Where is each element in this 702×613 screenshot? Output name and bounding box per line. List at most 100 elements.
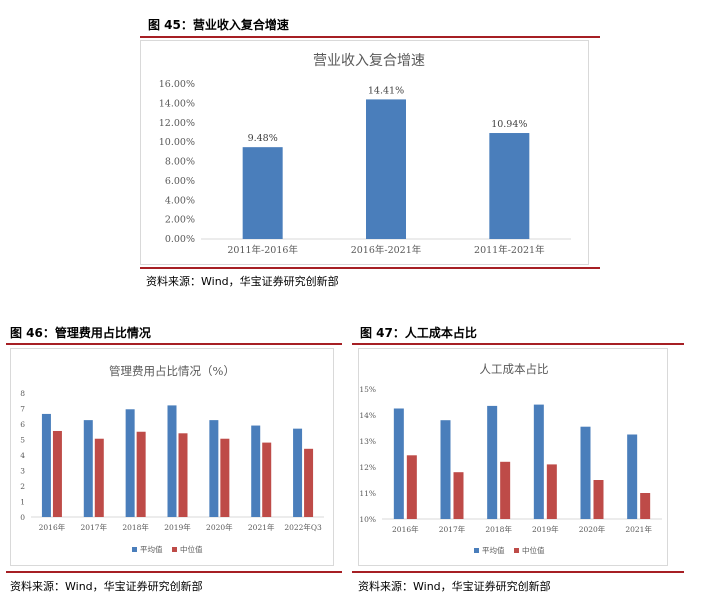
bar-value bbox=[489, 133, 530, 239]
bar-中位值 bbox=[406, 455, 417, 519]
y-tick-label: 5 bbox=[20, 436, 25, 445]
y-tick-label: 8 bbox=[20, 389, 25, 398]
x-tick-label: 2017年 bbox=[439, 524, 466, 534]
bar-平均值 bbox=[440, 420, 451, 519]
y-tick-label: 8.00% bbox=[165, 157, 195, 168]
y-tick-label: 10.00% bbox=[159, 137, 195, 148]
figure-47-chart-box: 人工成本占比 10% 11% 12% 13% 14% 15% 2016年 2017年 2018年 2… bbox=[358, 348, 668, 566]
figure-45-bottom-rule bbox=[140, 267, 600, 269]
y-tick-label: 4.00% bbox=[165, 195, 195, 206]
bar-平均值 bbox=[209, 420, 219, 517]
y-tick-label: 6.00% bbox=[165, 176, 195, 187]
bar-中位值 bbox=[500, 461, 511, 519]
y-tick-label: 10% bbox=[359, 515, 376, 524]
x-tick-label: 2022年Q3 bbox=[284, 522, 322, 532]
y-tick-label: 6 bbox=[20, 420, 25, 429]
legend-swatch bbox=[474, 548, 479, 553]
legend-label: 平均值 bbox=[140, 544, 163, 554]
bar-中位值 bbox=[593, 480, 604, 519]
bar-中位值 bbox=[262, 442, 272, 517]
bar-value bbox=[242, 147, 283, 239]
y-tick-label: 11% bbox=[359, 489, 376, 498]
figure-45-source: 资料来源：Wind，华宝证券研究创新部 bbox=[146, 275, 339, 288]
bar-平均值 bbox=[167, 405, 177, 517]
y-tick-label: 16.00% bbox=[159, 79, 195, 90]
bar-value bbox=[366, 99, 406, 239]
x-tick-label: 2016年 bbox=[392, 524, 419, 534]
figure-46-top-rule bbox=[6, 343, 342, 345]
x-tick-label: 2018年 bbox=[485, 524, 512, 534]
figure-47-caption: 图 47：人工成本占比 bbox=[360, 326, 477, 340]
x-tick-label: 2016年-2021年 bbox=[351, 244, 422, 256]
bar-中位值 bbox=[136, 431, 146, 517]
y-tick-label: 2 bbox=[20, 482, 25, 491]
bar-平均值 bbox=[125, 409, 135, 517]
y-tick-label: 2.00% bbox=[165, 215, 195, 226]
figure-45-caption: 图 45：营业收入复合增速 bbox=[148, 18, 289, 32]
y-tick-label: 4 bbox=[20, 451, 25, 460]
y-tick-label: 13% bbox=[359, 437, 376, 446]
y-tick-label: 3 bbox=[20, 467, 25, 476]
data-label: 14.41% bbox=[368, 85, 404, 96]
legend-swatch bbox=[132, 547, 137, 552]
figure-47-source: 资料来源：Wind，华宝证券研究创新部 bbox=[358, 580, 551, 593]
figure-45-chart-box: 营业收入复合增速 0.00% 2.00% 4.00% 6.00% 8.00% 10.00% 1… bbox=[140, 40, 589, 265]
x-tick-label: 2017年 bbox=[80, 522, 107, 532]
x-tick-label: 2011年-2021年 bbox=[474, 244, 545, 256]
x-tick-label: 2011年-2016年 bbox=[227, 244, 298, 256]
figure-47-chart: 人工成本占比 10% 11% 12% 13% 14% 15% 2016年 2017年 2018年 2… bbox=[359, 362, 662, 555]
x-tick-label: 2021年 bbox=[248, 522, 275, 532]
bar-平均值 bbox=[293, 428, 303, 517]
x-tick-label: 2019年 bbox=[532, 524, 559, 534]
bar-平均值 bbox=[41, 413, 51, 517]
bar-中位值 bbox=[304, 448, 314, 517]
bar-中位值 bbox=[178, 433, 188, 517]
bar-平均值 bbox=[580, 426, 591, 519]
legend-swatch bbox=[172, 547, 177, 552]
bar-中位值 bbox=[52, 430, 62, 517]
bar-平均值 bbox=[533, 404, 544, 519]
bar-中位值 bbox=[453, 472, 464, 519]
legend-swatch bbox=[514, 548, 519, 553]
x-tick-label: 2019年 bbox=[164, 522, 191, 532]
bar-中位值 bbox=[546, 464, 557, 519]
legend-label: 平均值 bbox=[482, 545, 505, 555]
figure-45-chart: 营业收入复合增速 0.00% 2.00% 4.00% 6.00% 8.00% 10.00% 1… bbox=[159, 52, 571, 256]
y-tick-label: 14.00% bbox=[159, 98, 195, 109]
bar-中位值 bbox=[640, 493, 651, 519]
figure-45-top-rule bbox=[140, 36, 600, 38]
figure-46-chart-box: 管理费用占比情况（%） 0 1 2 3 4 5 6 7 8 2016年 2017年 2018年 2019年… bbox=[10, 348, 334, 566]
bar-平均值 bbox=[627, 434, 638, 519]
y-tick-label: 1 bbox=[20, 498, 25, 507]
bar-中位值 bbox=[94, 438, 104, 517]
bar-平均值 bbox=[83, 420, 93, 517]
legend-label: 中位值 bbox=[522, 545, 545, 555]
legend-label: 中位值 bbox=[180, 544, 203, 554]
chart-title: 人工成本占比 bbox=[480, 362, 549, 376]
bar-中位值 bbox=[220, 438, 230, 517]
y-tick-label: 7 bbox=[20, 405, 25, 414]
figure-47-top-rule bbox=[352, 343, 684, 345]
y-tick-label: 15% bbox=[359, 385, 376, 394]
y-tick-label: 12.00% bbox=[159, 118, 195, 129]
y-tick-label: 14% bbox=[359, 411, 376, 420]
y-tick-label: 0 bbox=[20, 513, 25, 522]
bar-平均值 bbox=[251, 425, 261, 517]
x-tick-label: 2020年 bbox=[579, 524, 606, 534]
figure-46-caption: 图 46：管理费用占比情况 bbox=[10, 326, 151, 340]
figure-47-bottom-rule bbox=[352, 571, 684, 573]
x-tick-label: 2016年 bbox=[39, 522, 66, 532]
y-tick-label: 12% bbox=[359, 463, 376, 472]
chart-title: 管理费用占比情况（%） bbox=[109, 364, 235, 378]
x-tick-label: 2021年 bbox=[625, 524, 652, 534]
data-label: 9.48% bbox=[248, 133, 278, 144]
data-label: 10.94% bbox=[491, 119, 527, 130]
chart-title: 营业收入复合增速 bbox=[313, 52, 425, 69]
y-tick-label: 0.00% bbox=[165, 234, 195, 245]
figure-46-source: 资料来源：Wind，华宝证券研究创新部 bbox=[10, 580, 203, 593]
x-tick-label: 2020年 bbox=[206, 522, 233, 532]
figure-46-bottom-rule bbox=[6, 571, 342, 573]
bar-平均值 bbox=[487, 405, 498, 519]
bar-平均值 bbox=[393, 408, 404, 519]
figure-46-chart: 管理费用占比情况（%） 0 1 2 3 4 5 6 7 8 2016年 2017年 2018年 2019年… bbox=[20, 364, 324, 554]
